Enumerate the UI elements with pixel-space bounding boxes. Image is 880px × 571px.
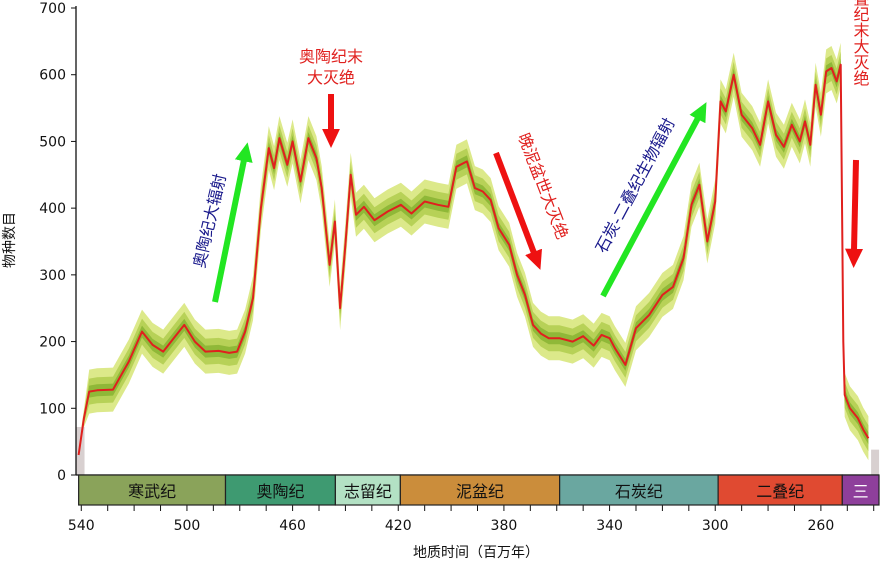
y-axis-label: 物种数目	[2, 212, 18, 268]
period-segment	[559, 474, 719, 506]
x-ticks: 540 500 460 420 380 340 300 260	[68, 505, 875, 534]
period-label: 泥盆纪	[456, 482, 504, 501]
y-ticks: 0 100 200 300 400 500 600 700	[39, 1, 76, 484]
period-label: 二叠纪	[756, 482, 804, 501]
grey-end-bars	[76, 426, 880, 475]
period-label: 石炭纪	[615, 482, 663, 501]
y-tick-label: 0	[57, 468, 66, 484]
x-tick-label: 500	[174, 518, 201, 534]
x-tick-label: 340	[596, 518, 623, 534]
grey-bar-left	[76, 426, 85, 475]
y-tick-label: 200	[39, 335, 66, 351]
x-tick-label: 460	[279, 518, 306, 534]
y-tick-label: 600	[39, 68, 66, 84]
period-label: 奥陶纪	[256, 482, 304, 501]
period-label: 寒武纪	[128, 482, 176, 501]
period-label: 志留纪	[344, 482, 392, 501]
carb-permian-radiation-arrow	[600, 102, 707, 298]
period-bar: 寒武纪 奥陶纪 志留纪 泥盆纪 石炭纪 二叠纪 三	[78, 474, 880, 506]
period-segment	[841, 474, 880, 506]
period-segment	[224, 474, 336, 506]
x-tick-label: 420	[385, 518, 412, 534]
annotation-end-ordovician-1: 奥陶纪末	[299, 47, 363, 66]
x-tick-label: 260	[808, 518, 835, 534]
ordovician-radiation-arrow	[212, 142, 253, 303]
diversity-line	[77, 63, 870, 456]
x-tick-label: 380	[491, 518, 518, 534]
period-segment	[399, 474, 561, 506]
y-tick-label: 700	[39, 1, 66, 17]
x-axis-label: 地质时间（百万年）	[413, 545, 539, 561]
y-tick-label: 100	[39, 401, 66, 417]
end-permian-arrow	[845, 159, 864, 268]
period-segment	[78, 474, 227, 506]
y-tick-label: 500	[39, 134, 66, 150]
annotation-end-ordovician-2: 大灭绝	[307, 68, 355, 87]
y-tick-label: 400	[39, 201, 66, 217]
period-segment	[334, 474, 401, 506]
x-tick-label: 300	[702, 518, 729, 534]
late-devonian-arrow	[493, 151, 542, 270]
annotation-end-permian: 二叠纪末大灭绝	[851, 0, 870, 86]
x-tick-label: 540	[68, 518, 95, 534]
period-label: 三	[853, 482, 869, 501]
grey-bar-right	[871, 449, 880, 475]
y-tick-label: 300	[39, 268, 66, 284]
